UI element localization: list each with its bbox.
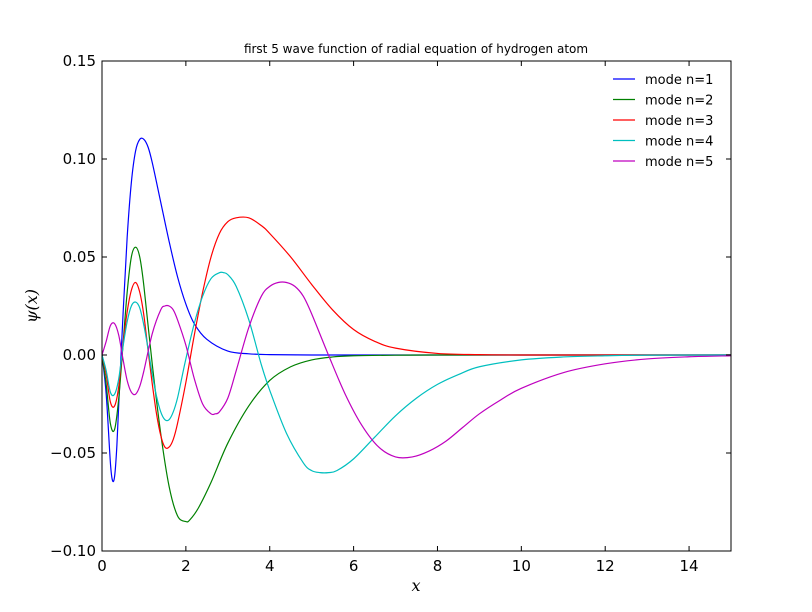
x-tick-label: 6 — [349, 557, 359, 575]
x-tick-label: 10 — [512, 557, 531, 575]
y-tick-label: 0.10 — [63, 150, 96, 168]
y-tick-label: 0.00 — [63, 346, 96, 364]
y-tick-label: 0.05 — [63, 248, 96, 266]
y-axis-label: ψ(x) — [22, 289, 41, 323]
legend-label-n3: mode n=3 — [645, 114, 713, 129]
x-tick-label: 2 — [181, 557, 191, 575]
x-tick-label: 14 — [680, 557, 699, 575]
legend-label-n2: mode n=2 — [645, 94, 713, 109]
y-tick-label: 0.15 — [63, 52, 96, 70]
legend: mode n=1 mode n=2 mode n=3 mode n=4 mode n=5 — [613, 73, 713, 170]
plot-frame — [101, 60, 732, 552]
x-tick-label: 8 — [433, 557, 443, 575]
x-tick-label: 4 — [265, 557, 275, 575]
y-tick-label: −0.10 — [50, 542, 96, 560]
legend-label-n1: mode n=1 — [645, 73, 713, 88]
series-line-n3 — [102, 216, 731, 449]
ticks-layer: 0 2 4 6 8 10 12 14 −0.10 −0.05 0.00 0.05 0.10 0.15 — [50, 52, 731, 575]
series-layer — [102, 137, 731, 523]
legend-label-n4: mode n=4 — [645, 135, 713, 150]
x-axis-label: x — [411, 576, 420, 595]
x-tick-label: 12 — [596, 557, 615, 575]
y-tick-label: −0.05 — [50, 444, 96, 462]
series-line-n5 — [102, 281, 731, 459]
x-tick-label: 0 — [97, 557, 107, 575]
series-line-n4 — [102, 271, 731, 474]
series-line-n1 — [102, 137, 731, 483]
chart-title: first 5 wave function of radial equation… — [244, 42, 588, 56]
legend-label-n5: mode n=5 — [645, 155, 713, 170]
